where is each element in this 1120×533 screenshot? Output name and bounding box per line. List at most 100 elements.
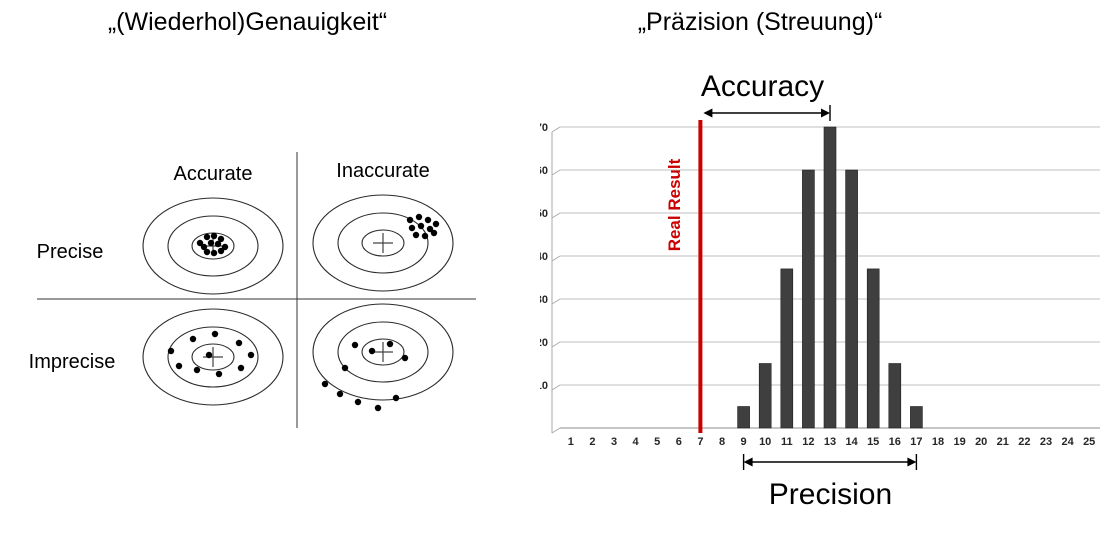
bar-12	[802, 169, 815, 429]
column-header-inaccurate: Inaccurate	[336, 160, 430, 182]
target-ring	[191, 343, 235, 371]
data-dot	[432, 220, 440, 228]
target-precise-accurate	[142, 197, 284, 295]
target-ring	[337, 321, 429, 383]
data-dot	[354, 398, 362, 406]
bar-10	[758, 363, 772, 429]
data-dot	[214, 240, 222, 248]
accuracy-label: Accuracy	[700, 70, 825, 103]
precision-bar-chart: 1020304050607012345678910111213141516171…	[540, 105, 1100, 470]
data-dot	[430, 229, 438, 237]
y-tick-label: 10	[540, 380, 548, 392]
data-dot	[221, 243, 229, 251]
y-tick-label: 70	[540, 122, 548, 134]
x-tick-label: 25	[1083, 436, 1095, 448]
x-tick-label: 14	[845, 436, 858, 448]
target-precise-inaccurate	[312, 194, 454, 292]
precision-arrow	[742, 454, 918, 470]
data-dot	[408, 224, 416, 232]
target-ring	[337, 212, 429, 274]
x-tick-label: 6	[676, 436, 682, 448]
data-dot	[412, 231, 420, 239]
x-tick-label: 20	[975, 436, 987, 448]
data-dot	[217, 235, 225, 243]
gridline-3d	[551, 384, 561, 391]
bar-15	[866, 268, 880, 429]
data-dot	[193, 366, 201, 374]
y-tick-label: 50	[540, 208, 548, 220]
accuracy-precision-quadrant-diagram	[37, 152, 476, 428]
target-ring	[167, 215, 259, 277]
x-tick-label: 5	[654, 436, 660, 448]
data-dot	[200, 243, 208, 251]
data-dot	[175, 362, 183, 370]
x-tick-label: 17	[910, 436, 922, 448]
row-label-precise: Precise	[36, 241, 104, 263]
precision-label: Precision	[768, 478, 893, 511]
bar-14	[845, 169, 858, 429]
data-dot	[247, 351, 255, 359]
x-tick-label: 12	[802, 436, 814, 448]
x-tick-label: 23	[1040, 436, 1052, 448]
data-dot	[237, 364, 245, 372]
y-tick-label: 30	[540, 294, 548, 306]
gridline-3d	[551, 126, 561, 133]
data-dot	[386, 340, 394, 348]
data-dot	[203, 248, 211, 256]
bar-9	[737, 406, 750, 429]
data-dot	[167, 347, 175, 355]
x-tick-label: 9	[741, 436, 747, 448]
data-dot	[406, 216, 414, 224]
data-dot	[210, 249, 218, 257]
target-ring	[142, 197, 284, 295]
left-panel-title: „(Wiederhol)Genauigkeit“	[107, 8, 388, 36]
data-dot	[196, 239, 204, 247]
data-dot	[424, 216, 432, 224]
row-label-imprecise: Imprecise	[28, 351, 116, 373]
data-dot	[368, 347, 376, 355]
gridline-3d	[551, 298, 561, 305]
target-imprecise-accurate	[142, 308, 284, 406]
target-ring	[361, 338, 405, 366]
data-dot	[374, 404, 382, 412]
x-tick-label: 19	[953, 436, 965, 448]
data-dot	[205, 351, 213, 359]
target-ring	[361, 229, 405, 257]
y-tick-label: 40	[540, 251, 548, 263]
x-tick-label: 24	[1061, 436, 1074, 448]
target-ring	[312, 303, 454, 401]
x-tick-label: 8	[719, 436, 725, 448]
x-tick-label: 7	[697, 436, 703, 448]
data-dot	[235, 339, 243, 347]
x-tick-label: 16	[889, 436, 901, 448]
data-dot	[351, 341, 359, 349]
x-tick-label: 10	[759, 436, 771, 448]
data-dot	[426, 225, 434, 233]
data-dot	[203, 233, 211, 241]
x-tick-label: 22	[1018, 436, 1030, 448]
data-dot	[392, 394, 400, 402]
data-dot	[217, 247, 225, 255]
x-tick-label: 13	[824, 436, 836, 448]
bar-13	[823, 126, 837, 429]
bar-17	[910, 406, 923, 429]
y-tick-label: 60	[540, 165, 548, 177]
x-tick-label: 11	[781, 436, 793, 448]
data-dot	[421, 232, 429, 240]
gridline-3d	[551, 169, 561, 176]
column-header-accurate: Accurate	[173, 163, 253, 185]
x-tick-label: 1	[568, 436, 574, 448]
target-ring	[312, 194, 454, 292]
data-dot	[415, 213, 423, 221]
accuracy-arrow	[703, 105, 831, 121]
x-tick-label: 15	[867, 436, 879, 448]
data-dot	[417, 222, 425, 230]
target-imprecise-inaccurate	[312, 303, 454, 412]
y-tick-label: 20	[540, 337, 548, 349]
x-tick-label: 21	[997, 436, 1009, 448]
data-dot	[211, 330, 219, 338]
bar-11	[780, 268, 794, 429]
data-dot	[210, 232, 218, 240]
x-tick-label: 18	[932, 436, 944, 448]
